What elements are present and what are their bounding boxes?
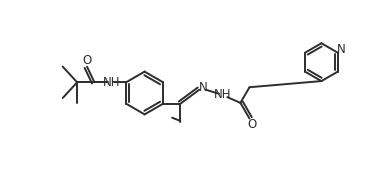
Text: N: N: [199, 81, 208, 94]
Text: NH: NH: [214, 88, 232, 101]
Text: NH: NH: [103, 76, 120, 89]
Text: N: N: [337, 43, 345, 56]
Text: O: O: [247, 118, 256, 131]
Text: O: O: [82, 54, 92, 67]
